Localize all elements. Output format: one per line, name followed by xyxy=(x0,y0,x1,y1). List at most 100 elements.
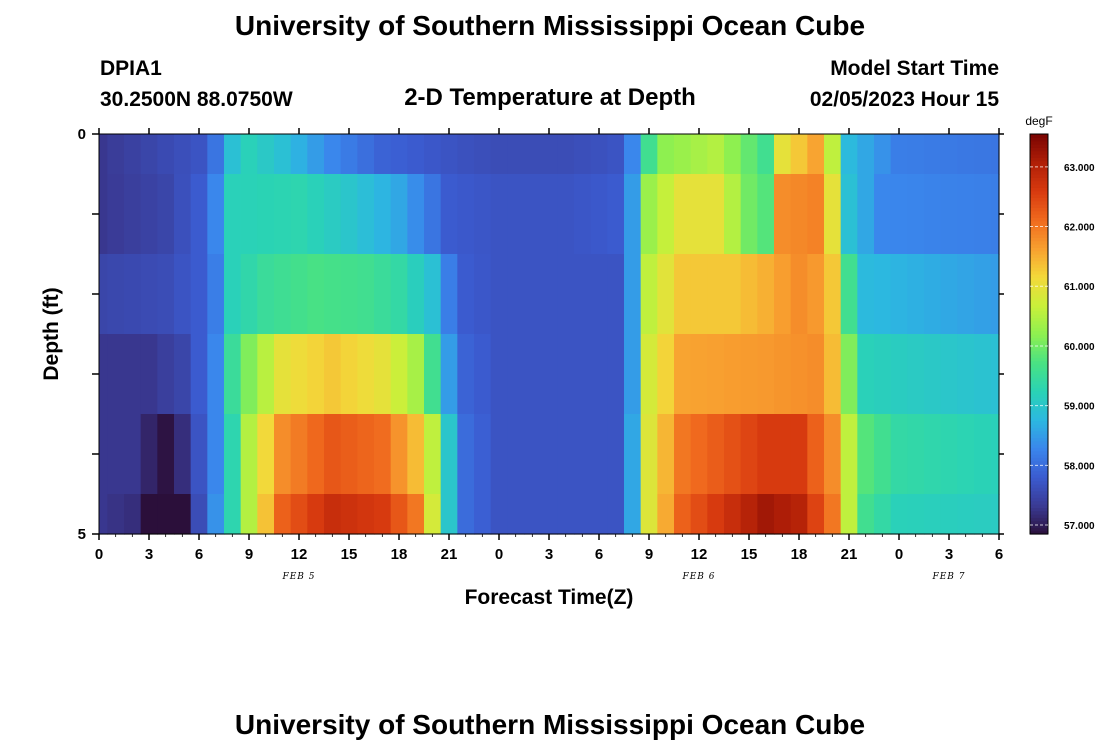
heatmap-cell xyxy=(624,134,642,175)
heatmap-cell xyxy=(990,254,1000,335)
colorbar-segment xyxy=(1030,134,1048,138)
heatmap-cell xyxy=(807,494,825,535)
heatmap-cell xyxy=(240,414,258,495)
colorbar-segment xyxy=(1030,364,1048,368)
heatmap-cell xyxy=(224,174,242,255)
colorbar-segment xyxy=(1030,440,1048,445)
heatmap-cell xyxy=(290,494,308,535)
heatmap-cell xyxy=(474,334,492,415)
heatmap-cell xyxy=(957,174,975,255)
colorbar-segment xyxy=(1030,250,1048,255)
heatmap-cell xyxy=(124,174,142,255)
heatmap-cell xyxy=(824,414,842,495)
heatmap-cell xyxy=(574,174,592,255)
heatmap-cell xyxy=(124,334,142,415)
heatmap-cell xyxy=(257,334,275,415)
heatmap-cell xyxy=(890,494,908,535)
heatmap-cell xyxy=(207,174,225,255)
heatmap-cell xyxy=(457,174,475,255)
heatmap-cell xyxy=(140,254,158,335)
heatmap-cell xyxy=(740,334,758,415)
heatmap-cell xyxy=(690,254,708,335)
heatmap-cell xyxy=(174,334,192,415)
heatmap-cell xyxy=(474,254,492,335)
colorbar-segment xyxy=(1030,287,1048,292)
heatmap-cell xyxy=(674,134,692,175)
heatmap-cell xyxy=(957,254,975,335)
colorbar-segment xyxy=(1030,430,1048,435)
heatmap-cell xyxy=(99,414,108,495)
colorbar-segment xyxy=(1030,510,1048,515)
heatmap-cell xyxy=(674,334,692,415)
colorbar-segment xyxy=(1030,200,1048,205)
colorbar-segment xyxy=(1030,137,1048,142)
colorbar-tick-label: 58.000 xyxy=(1064,461,1095,472)
heatmap-cell xyxy=(557,494,575,535)
heatmap-cell xyxy=(407,174,425,255)
heatmap-cell xyxy=(607,334,625,415)
colorbar-segment xyxy=(1030,497,1048,502)
heatmap-cell xyxy=(274,134,292,175)
colorbar-segment xyxy=(1030,214,1048,218)
heatmap-cell xyxy=(757,134,775,175)
heatmap-cell xyxy=(540,414,558,495)
heatmap-cell xyxy=(257,174,275,255)
heatmap-cell xyxy=(774,414,792,495)
heatmap-cell xyxy=(590,174,608,255)
colorbar-segment xyxy=(1030,347,1048,352)
heatmap-cell xyxy=(607,494,625,535)
footer-title: University of Southern Mississippi Ocean… xyxy=(235,709,865,740)
heatmap-cell xyxy=(974,254,992,335)
heatmap-cell xyxy=(257,494,275,535)
heatmap-cell xyxy=(724,134,742,175)
heatmap-cell xyxy=(457,414,475,495)
heatmap-cell xyxy=(440,134,458,175)
heatmap-cell xyxy=(524,134,542,175)
colorbar-segment xyxy=(1030,220,1048,225)
heatmap-cell xyxy=(890,254,908,335)
heatmap-cell xyxy=(107,174,125,255)
x-tick-label: 6 xyxy=(195,546,203,563)
x-tick-label: 3 xyxy=(945,546,953,563)
heatmap-cell xyxy=(857,334,875,415)
heatmap-cell xyxy=(757,494,775,535)
heatmap-cell xyxy=(840,494,858,535)
heatmap-cell xyxy=(340,414,358,495)
heatmap-cell xyxy=(374,134,392,175)
heatmap-cell xyxy=(974,334,992,415)
heatmap-cell xyxy=(690,494,708,535)
heatmap-cell xyxy=(440,174,458,255)
heatmap-cell xyxy=(940,174,958,255)
heatmap-cell xyxy=(874,334,892,415)
colorbar-segment xyxy=(1030,414,1048,418)
colorbar-segment xyxy=(1030,367,1048,372)
heatmap-cell xyxy=(890,174,908,255)
colorbar-segment xyxy=(1030,190,1048,195)
heatmap-cell xyxy=(557,414,575,495)
heatmap-cell xyxy=(624,414,642,495)
heatmap-cell xyxy=(557,254,575,335)
colorbar-segment xyxy=(1030,404,1048,408)
station-id: DPIA1 xyxy=(100,57,162,80)
heatmap-cell xyxy=(707,494,725,535)
heatmap-cell xyxy=(740,494,758,535)
colorbar-segment xyxy=(1030,254,1048,258)
model-start-label: Model Start Time xyxy=(830,57,999,80)
heatmap-cell xyxy=(240,174,258,255)
colorbar-segment xyxy=(1030,437,1048,442)
heatmap-cell xyxy=(174,414,192,495)
colorbar-segment xyxy=(1030,180,1048,185)
x-tick-label: 18 xyxy=(391,546,408,563)
heatmap-cell xyxy=(607,414,625,495)
heatmap-cell xyxy=(507,334,525,415)
colorbar-segment xyxy=(1030,527,1048,532)
colorbar-segment xyxy=(1030,224,1048,228)
x-tick-label: 3 xyxy=(545,546,553,563)
heatmap-cell xyxy=(407,254,425,335)
heatmap-cell xyxy=(590,334,608,415)
colorbar-segment xyxy=(1030,227,1048,232)
heatmap-cell xyxy=(207,494,225,535)
heatmap-cell xyxy=(557,334,575,415)
heatmap-cell xyxy=(340,334,358,415)
colorbar-segment xyxy=(1030,337,1048,342)
